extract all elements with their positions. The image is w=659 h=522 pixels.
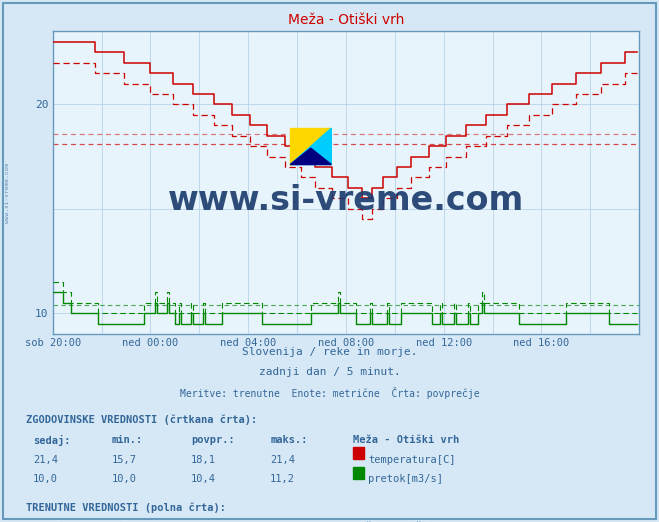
Text: Meritve: trenutne  Enote: metrične  Črta: povprečje: Meritve: trenutne Enote: metrične Črta: …	[180, 387, 479, 399]
Text: Meža - Otiški vrh: Meža - Otiški vrh	[353, 435, 459, 445]
Text: ZGODOVINSKE VREDNOSTI (črtkana črta):: ZGODOVINSKE VREDNOSTI (črtkana črta):	[26, 415, 258, 425]
Text: www.si-vreme.com: www.si-vreme.com	[5, 163, 11, 223]
Text: www.si-vreme.com: www.si-vreme.com	[168, 184, 524, 217]
Polygon shape	[290, 128, 331, 164]
Text: 21,4: 21,4	[33, 455, 58, 465]
Polygon shape	[290, 148, 331, 164]
Text: 15,7: 15,7	[112, 455, 137, 465]
Text: 10,0: 10,0	[33, 474, 58, 484]
Text: maks.:: maks.:	[270, 435, 308, 445]
Text: 11,2: 11,2	[270, 474, 295, 484]
Text: povpr.:: povpr.:	[191, 435, 235, 445]
Text: temperatura[C]: temperatura[C]	[368, 455, 456, 465]
Text: 18,1: 18,1	[191, 455, 216, 465]
Title: Meža - Otiški vrh: Meža - Otiški vrh	[288, 14, 404, 27]
Text: zadnji dan / 5 minut.: zadnji dan / 5 minut.	[258, 367, 401, 377]
Text: 21,4: 21,4	[270, 455, 295, 465]
Text: 10,4: 10,4	[191, 474, 216, 484]
Text: sedaj:: sedaj:	[33, 435, 71, 446]
Text: TRENUTNE VREDNOSTI (polna črta):: TRENUTNE VREDNOSTI (polna črta):	[26, 502, 226, 513]
Text: Slovenija / reke in morje.: Slovenija / reke in morje.	[242, 347, 417, 357]
Text: min.:: min.:	[112, 435, 143, 445]
Text: pretok[m3/s]: pretok[m3/s]	[368, 474, 444, 484]
Text: 10,0: 10,0	[112, 474, 137, 484]
Polygon shape	[290, 128, 331, 164]
